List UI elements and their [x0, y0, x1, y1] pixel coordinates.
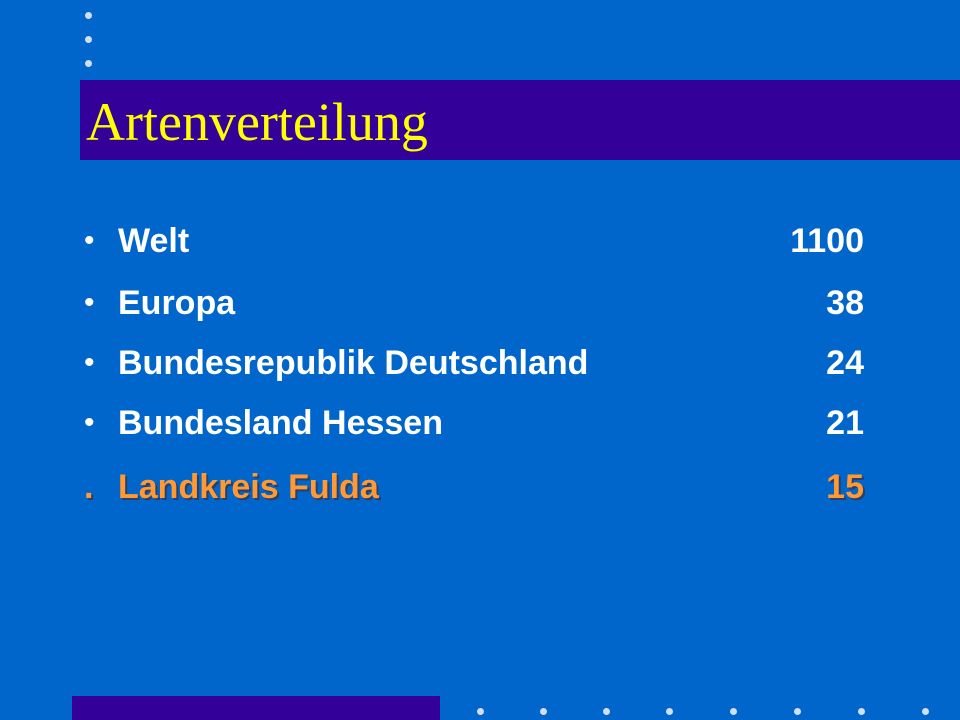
- title-bar: [80, 80, 960, 160]
- list-item-value: 15: [826, 468, 864, 506]
- list-item-label: Welt: [118, 222, 190, 260]
- list-item-hessen: • Bundesland Hessen 21: [84, 394, 884, 452]
- list-item-value: 1100: [790, 222, 864, 260]
- decor-dot: [603, 708, 610, 715]
- decor-dot: [858, 708, 865, 715]
- decor-dot: [794, 708, 801, 715]
- list-item-label: Bundesland Hessen: [118, 404, 443, 442]
- list-item-value: 21: [826, 404, 864, 442]
- list-bullet: •: [84, 346, 95, 379]
- list-bullet: •: [84, 406, 95, 439]
- list-item-label: Europa: [118, 284, 236, 322]
- list-item-europa: • Europa 38: [84, 274, 884, 332]
- list-item-bundesrepublik: • Bundesrepublik Deutschland 24: [84, 334, 884, 392]
- list-item-welt: • Welt 1100: [84, 212, 884, 270]
- list-bullet: .: [84, 468, 94, 506]
- decor-dot: [85, 12, 92, 19]
- list-item-fulda: . Landkreis Fulda 15: [84, 458, 884, 516]
- list-bullet: •: [84, 286, 95, 319]
- decor-dot: [540, 708, 547, 715]
- decor-dot: [85, 60, 92, 67]
- list-item-label: Bundesrepublik Deutschland: [118, 344, 589, 382]
- list-bullet: •: [84, 224, 95, 257]
- list-item-value: 38: [826, 284, 864, 322]
- list-item-value: 24: [826, 344, 864, 382]
- decor-dot: [477, 708, 484, 715]
- list-item-label: Landkreis Fulda: [118, 468, 379, 506]
- decor-dot: [666, 708, 673, 715]
- bottom-bar: [72, 696, 440, 720]
- decor-dot: [730, 708, 737, 715]
- decor-dot: [922, 708, 929, 715]
- slide-title: Artenverteilung: [86, 92, 428, 152]
- decor-dot: [85, 36, 92, 43]
